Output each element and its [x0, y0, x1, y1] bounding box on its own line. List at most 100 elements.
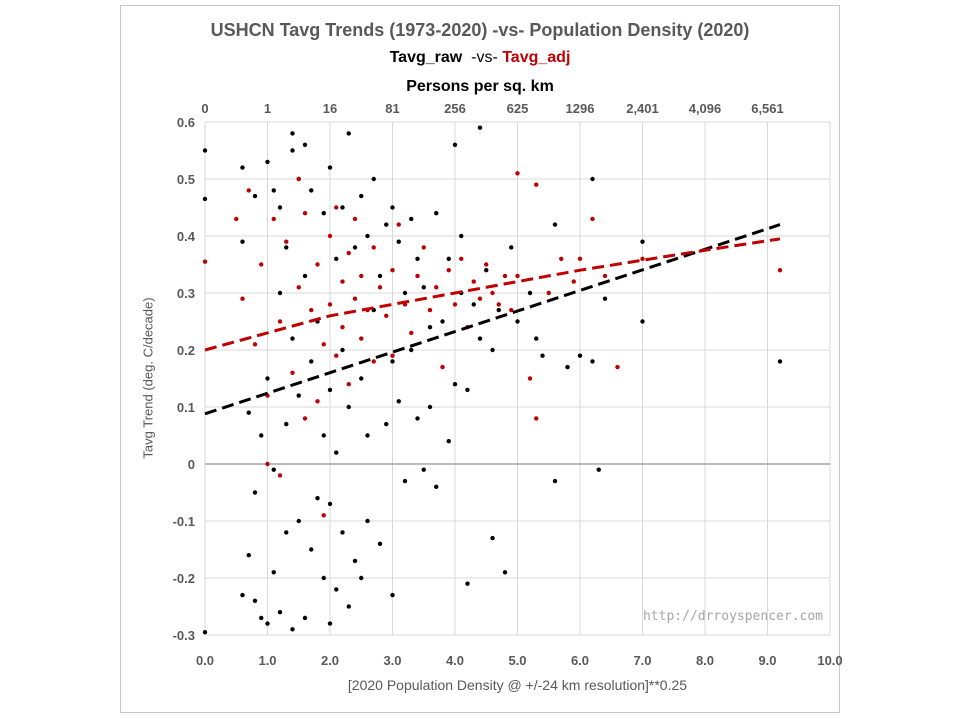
point-raw	[402, 478, 408, 484]
point-adj	[334, 205, 339, 210]
point-raw	[446, 439, 451, 444]
point-adj	[321, 342, 326, 347]
point-raw	[327, 501, 333, 507]
x-tick-label: 6.0	[571, 653, 589, 668]
point-raw	[509, 245, 514, 250]
point-raw	[484, 268, 489, 273]
point-adj	[302, 211, 308, 216]
point-raw	[346, 604, 351, 609]
point-raw	[490, 535, 495, 541]
point-adj	[515, 273, 520, 279]
top-tick-label: 4,096	[689, 101, 722, 116]
point-raw	[527, 290, 533, 296]
point-adj	[559, 256, 564, 261]
point-adj	[302, 416, 308, 421]
point-raw	[434, 484, 439, 489]
point-raw	[371, 176, 376, 182]
point-raw	[421, 285, 426, 290]
point-raw	[265, 159, 270, 165]
x-tick-label: 8.0	[696, 653, 714, 668]
point-adj	[202, 259, 208, 264]
point-raw	[440, 319, 445, 324]
point-raw	[515, 319, 520, 324]
point-raw	[202, 196, 208, 202]
y-tick-label: 0.5	[177, 172, 195, 187]
point-adj	[484, 262, 489, 267]
point-adj	[371, 359, 376, 364]
point-raw	[421, 467, 426, 472]
top-tick-label: 1	[264, 101, 271, 116]
point-adj	[446, 268, 451, 273]
point-raw	[777, 359, 783, 364]
point-raw	[540, 353, 545, 358]
point-raw	[240, 239, 245, 244]
point-adj	[246, 188, 251, 193]
point-raw	[259, 433, 264, 438]
chart-subtitle: Tavg_raw -vs- Tavg_adj	[0, 49, 960, 67]
watermark: http://drroyspencer.com	[642, 609, 823, 624]
subtitle-vs: -vs-	[471, 49, 498, 66]
point-adj	[327, 302, 333, 307]
point-raw	[277, 290, 283, 296]
point-adj	[315, 262, 320, 267]
point-raw	[340, 530, 345, 535]
point-adj	[527, 376, 533, 381]
point-adj	[371, 245, 376, 250]
point-raw	[252, 598, 258, 603]
y-tick-label: 0.3	[177, 286, 195, 301]
point-adj	[327, 233, 333, 239]
trend-line-adj	[204, 237, 781, 352]
point-adj	[340, 279, 345, 284]
y-tick-label: -0.1	[173, 514, 195, 529]
point-raw	[471, 302, 476, 307]
chart-frame	[120, 5, 840, 713]
point-adj	[315, 399, 320, 404]
x-tick-label: 2.0	[321, 653, 339, 668]
point-raw	[640, 319, 645, 324]
point-raw	[477, 336, 483, 341]
top-tick-label: 1296	[566, 101, 595, 116]
point-raw	[384, 222, 389, 227]
point-adj	[615, 364, 620, 370]
point-raw	[452, 382, 458, 387]
top-tick-label: 2,401	[626, 101, 659, 116]
point-raw	[302, 142, 308, 147]
point-adj	[296, 285, 301, 290]
x-tick-label: 1.0	[258, 653, 276, 668]
point-adj	[340, 325, 345, 330]
point-raw	[452, 142, 458, 147]
top-tick-label: 625	[507, 101, 529, 116]
point-adj	[590, 216, 595, 222]
point-adj	[271, 216, 276, 222]
point-adj	[359, 273, 364, 279]
point-raw	[552, 478, 558, 484]
point-raw	[409, 347, 414, 353]
point-raw	[265, 621, 270, 626]
point-raw	[252, 490, 258, 495]
top-tick-label: 256	[444, 101, 466, 116]
top-tick-label: 81	[385, 101, 399, 116]
point-raw	[384, 421, 389, 427]
point-raw	[334, 587, 339, 592]
point-raw	[327, 387, 333, 393]
x-tick-label: 0.0	[196, 653, 214, 668]
point-raw	[415, 416, 420, 421]
y-tick-label: 0.1	[177, 400, 195, 415]
point-adj	[377, 285, 383, 290]
point-raw	[496, 307, 501, 313]
subtitle-adj: Tavg_adj	[502, 49, 571, 66]
point-adj	[296, 176, 301, 182]
point-raw	[427, 404, 433, 410]
point-raw	[602, 296, 608, 301]
point-raw	[427, 325, 433, 330]
point-raw	[365, 518, 370, 524]
point-adj	[577, 256, 583, 261]
point-raw	[640, 239, 645, 244]
point-raw	[446, 256, 451, 261]
point-raw	[240, 165, 245, 170]
point-raw	[202, 148, 208, 153]
y-tick-label: 0.4	[177, 229, 196, 244]
point-raw	[346, 404, 351, 410]
point-adj	[640, 256, 645, 261]
point-raw	[359, 193, 364, 199]
